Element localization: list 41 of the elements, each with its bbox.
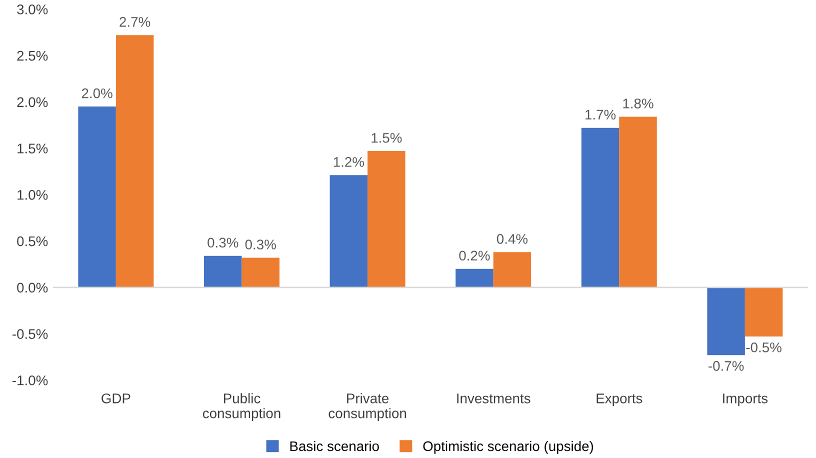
data-label: 1.7% bbox=[586, 110, 616, 120]
x-tick-label: Public consumption bbox=[202, 393, 280, 422]
legend-label: Optimistic scenario (upside) bbox=[423, 440, 594, 454]
y-tick-label: -0.5% bbox=[12, 329, 48, 339]
y-tick-label: 1.0% bbox=[18, 190, 48, 200]
legend-label: Basic scenario bbox=[290, 440, 379, 452]
y-tick-label: 3.0% bbox=[17, 4, 48, 14]
bar bbox=[330, 175, 368, 288]
bar bbox=[204, 256, 242, 288]
x-tick-label: Imports bbox=[723, 394, 768, 406]
data-label: 0.3% bbox=[245, 240, 276, 250]
bar bbox=[619, 116, 657, 288]
y-tick-label: -1.0% bbox=[12, 375, 48, 386]
data-label: 1.2% bbox=[334, 157, 364, 167]
data-label: 1.8% bbox=[623, 98, 654, 108]
data-label: 0.2% bbox=[459, 250, 490, 261]
bar bbox=[493, 252, 532, 288]
y-tick-label: 2.0% bbox=[17, 97, 48, 108]
x-tick-label: GDP bbox=[102, 393, 130, 404]
data-label: 0.3% bbox=[208, 238, 238, 248]
bar bbox=[242, 258, 280, 288]
bar bbox=[581, 128, 620, 288]
x-tick-label: Private consumption bbox=[328, 393, 406, 422]
bar bbox=[707, 287, 745, 356]
x-tick-label: Investments bbox=[457, 394, 530, 404]
x-tick-label: Exports bbox=[596, 394, 642, 406]
y-tick-label: 0.0% bbox=[17, 282, 48, 293]
data-label: 0.4% bbox=[496, 234, 528, 244]
data-label: 1.5% bbox=[372, 132, 402, 143]
bar bbox=[116, 35, 154, 288]
data-label: 2.7% bbox=[120, 16, 150, 27]
data-label: -0.7% bbox=[708, 361, 744, 371]
y-tick-label: 2.5% bbox=[17, 50, 48, 61]
bar bbox=[744, 287, 783, 337]
bar bbox=[368, 151, 406, 288]
bar bbox=[456, 268, 494, 288]
bar bbox=[78, 106, 116, 288]
y-tick-label: 1.5% bbox=[18, 144, 48, 154]
data-label: -0.5% bbox=[746, 342, 782, 352]
y-tick-label: 0.5% bbox=[17, 236, 48, 246]
data-label: 2.0% bbox=[82, 88, 112, 98]
